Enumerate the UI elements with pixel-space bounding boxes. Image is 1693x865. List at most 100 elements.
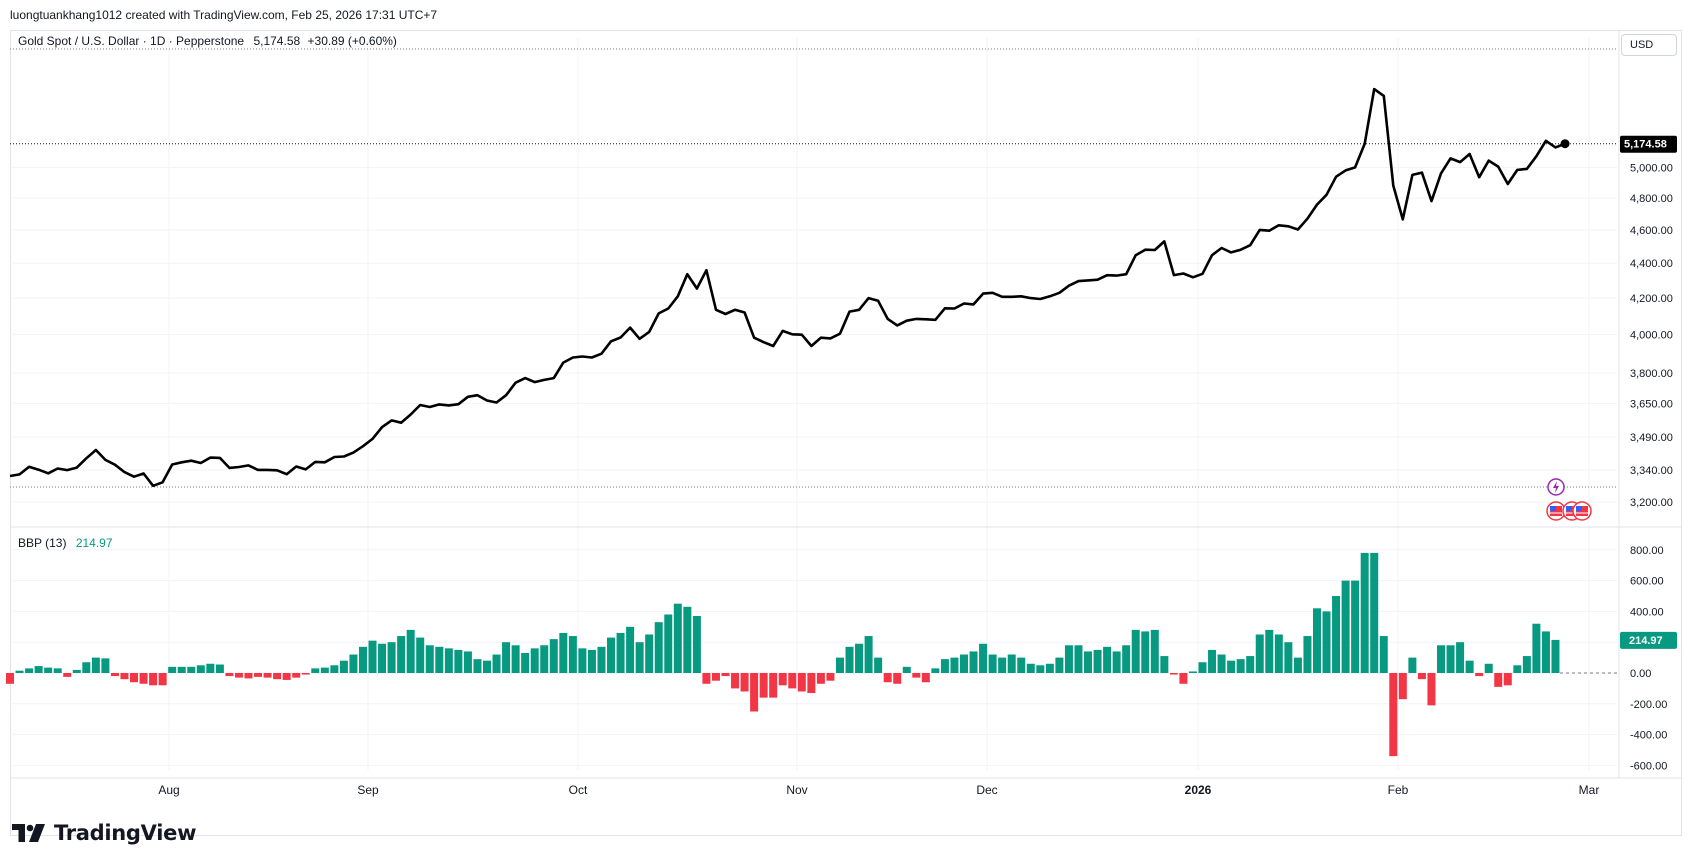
bbp-bar <box>1484 663 1493 673</box>
bbp-bar <box>654 622 663 673</box>
bbp-bar <box>339 660 348 673</box>
bbp-bar <box>940 659 949 673</box>
bbp-bar <box>263 673 272 678</box>
bbp-bar <box>1437 645 1445 673</box>
bbp-bar <box>1408 657 1417 673</box>
bbp-bar <box>1312 608 1321 673</box>
bbp-bar <box>587 649 596 673</box>
bbp-bar <box>292 673 301 678</box>
time-axis-tick: Mar <box>1579 783 1600 797</box>
bbp-bar <box>1036 665 1045 673</box>
bbp-bar <box>1446 645 1455 673</box>
bbp-bar <box>1398 673 1407 700</box>
bbp-bar <box>578 648 587 673</box>
bbp-bar <box>521 652 530 673</box>
bbp-bar <box>63 673 72 677</box>
bbp-bar <box>1265 629 1274 673</box>
bbp-bar <box>597 646 606 673</box>
bbp-bar <box>759 673 768 698</box>
bbp-bar <box>1150 629 1159 673</box>
bbp-bar <box>683 606 692 673</box>
bbp-bar <box>645 634 654 673</box>
bbp-bar <box>1332 596 1341 673</box>
currency-selector[interactable]: USD <box>1621 34 1677 56</box>
bbp-bar <box>187 666 196 673</box>
last-price-label-bg <box>1620 135 1677 153</box>
bbp-bar <box>969 651 978 673</box>
bbp-bar <box>196 665 205 673</box>
bbp-bar <box>1160 656 1169 673</box>
time-axis-tick: Feb <box>1388 783 1409 797</box>
bbp-bar <box>215 664 224 673</box>
bbp-bar <box>282 673 291 680</box>
bbp-bar <box>1122 645 1131 673</box>
bbp-bar <box>378 643 387 673</box>
bbp-bar <box>1074 645 1083 673</box>
indicator-axis-tick: -600.00 <box>1630 760 1667 772</box>
bbp-bar <box>893 673 902 684</box>
bbp-bar <box>244 673 253 679</box>
bbp-bar <box>1007 654 1016 673</box>
price-line <box>9 87 1566 488</box>
indicator-axis-tick: 400.00 <box>1630 606 1664 618</box>
time-axis-tick: Oct <box>569 783 588 797</box>
bbp-bar <box>120 673 129 680</box>
last-price-label: 5,174.58 <box>1624 139 1667 151</box>
bbp-bar <box>1112 651 1121 673</box>
indicator-legend[interactable]: BBP (13) 214.97 <box>18 536 113 550</box>
bbp-bar <box>511 645 520 673</box>
bbp-bar <box>1103 646 1112 673</box>
bbp-bar <box>1456 642 1465 673</box>
bbp-bar <box>950 657 959 673</box>
bbp-bar <box>1513 665 1522 673</box>
bbp-bar <box>206 663 215 673</box>
time-axis-tick: 2026 <box>1185 783 1212 797</box>
bbp-bar <box>607 637 616 673</box>
bbp-bar <box>1227 660 1236 673</box>
bbp-bar <box>864 636 873 673</box>
bbp-bar <box>902 666 911 673</box>
bbp-bar <box>273 673 282 680</box>
bbp-bar <box>1532 623 1541 673</box>
bbp-bar <box>254 673 263 677</box>
bbp-bar <box>25 668 34 673</box>
bbp-bar <box>82 662 91 673</box>
indicator-name: BBP (13) <box>18 536 67 550</box>
bbp-bar <box>998 657 1007 673</box>
bbp-bar <box>1188 671 1197 673</box>
bbp-bar <box>1293 657 1302 673</box>
bbp-bar <box>444 648 453 673</box>
bbp-bar <box>1255 634 1264 673</box>
indicator-value: 214.97 <box>75 536 113 550</box>
indicator-axis-tick: 800.00 <box>1630 545 1664 557</box>
tradingview-logo[interactable]: TradingView <box>12 821 196 845</box>
bbp-bar <box>530 648 539 673</box>
legend-price: 5,174.58 <box>253 34 301 48</box>
tradingview-logo-icon <box>12 824 45 842</box>
bbp-bar <box>6 673 14 684</box>
bbp-bar <box>855 643 864 673</box>
bbp-bar <box>740 673 749 692</box>
bbp-bar <box>1417 673 1426 680</box>
bbp-bar <box>502 642 511 673</box>
symbol-legend[interactable]: Gold Spot / U.S. Dollar · 1D · Peppersto… <box>18 34 397 48</box>
bbp-bar <box>1360 552 1369 673</box>
price-axis-tick: 5,000.00 <box>1630 162 1673 174</box>
bbp-bar <box>1055 657 1064 673</box>
bbp-bar <box>626 626 635 673</box>
bbp-bar <box>912 673 921 678</box>
bbp-bar <box>769 673 778 698</box>
bbp-bar <box>406 629 415 673</box>
time-axis-tick: Sep <box>357 783 379 797</box>
bbp-bar <box>1303 636 1312 673</box>
price-axis-tick: 4,200.00 <box>1630 293 1673 305</box>
price-axis-tick: 3,800.00 <box>1630 368 1673 380</box>
bbp-bar <box>988 654 997 673</box>
bbp-bar <box>1093 649 1102 673</box>
bbp-bar <box>1341 580 1350 673</box>
bbp-bar <box>721 673 730 677</box>
bbp-bar <box>540 645 549 673</box>
bbp-bar <box>921 673 930 683</box>
price-axis-tick: 4,800.00 <box>1630 193 1673 205</box>
